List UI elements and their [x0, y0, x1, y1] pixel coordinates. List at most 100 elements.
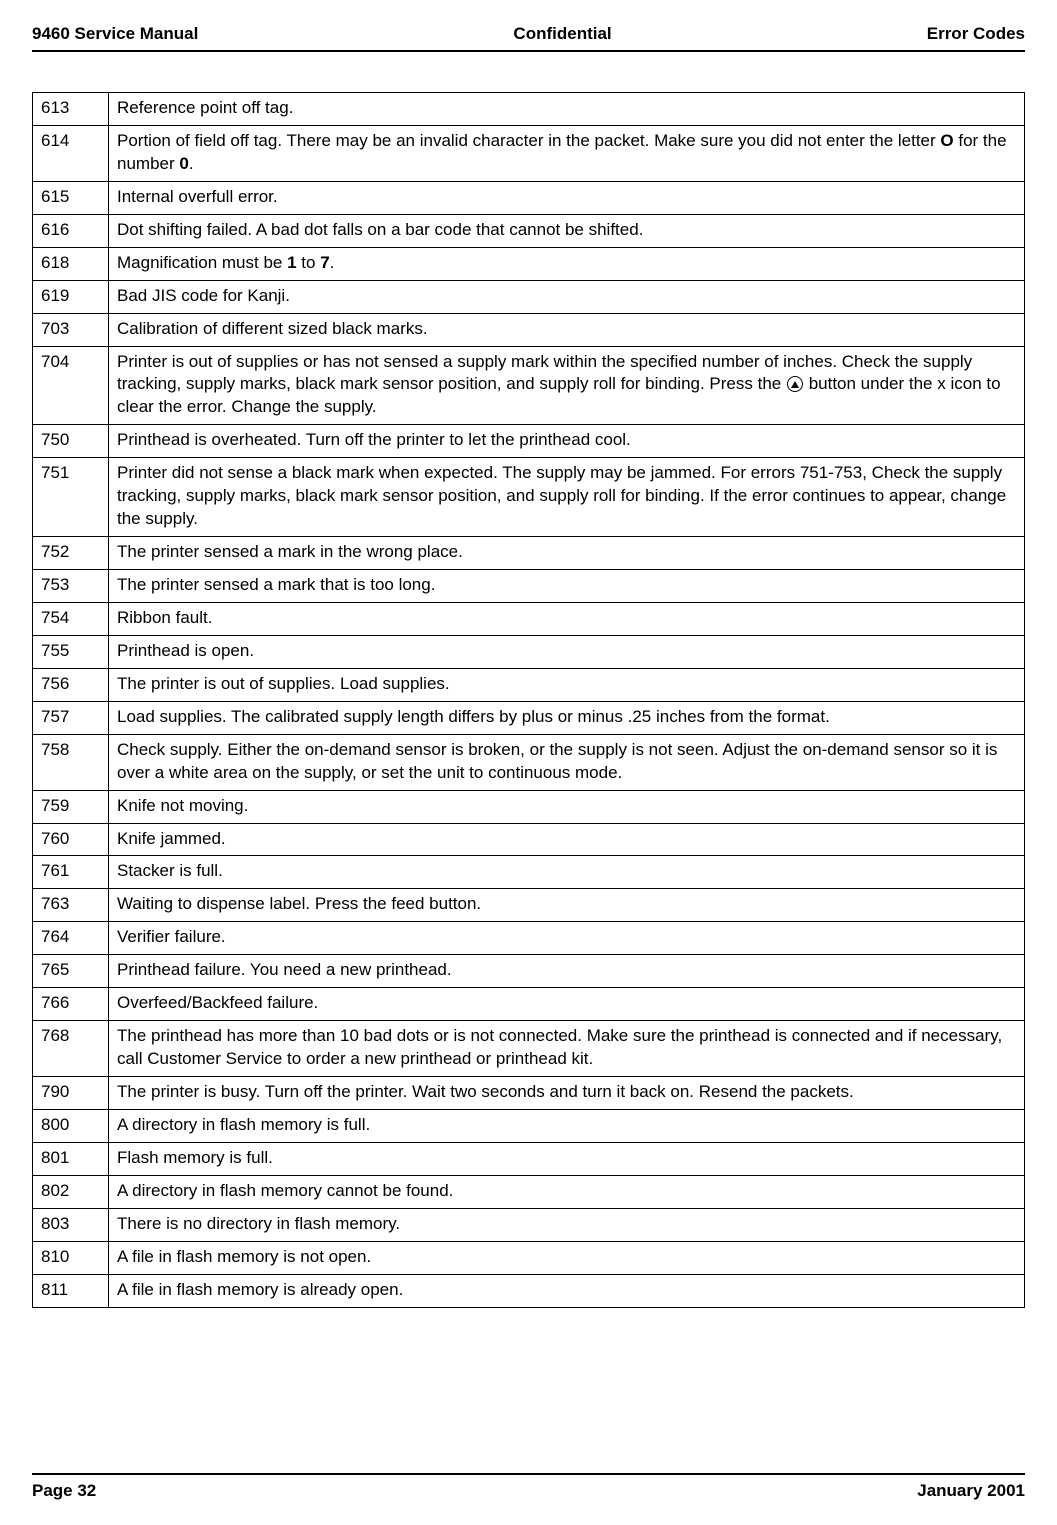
error-code-cell: 810	[33, 1241, 109, 1274]
bold-span: 0	[179, 154, 188, 173]
table-row: 766Overfeed/Backfeed failure.	[33, 988, 1025, 1021]
error-description-cell: A directory in flash memory cannot be fo…	[109, 1175, 1025, 1208]
header-left: 9460 Service Manual	[32, 24, 198, 44]
table-row: 810A file in flash memory is not open.	[33, 1241, 1025, 1274]
error-description-cell: Bad JIS code for Kanji.	[109, 280, 1025, 313]
error-code-cell: 761	[33, 856, 109, 889]
error-description-cell: Dot shifting failed. A bad dot falls on …	[109, 214, 1025, 247]
feed-button-icon	[787, 376, 803, 392]
table-row: 750Printhead is overheated. Turn off the…	[33, 425, 1025, 458]
error-code-cell: 764	[33, 922, 109, 955]
error-code-cell: 763	[33, 889, 109, 922]
error-code-cell: 759	[33, 790, 109, 823]
error-codes-tbody: 613Reference point off tag.614Portion of…	[33, 93, 1025, 1308]
error-code-cell: 616	[33, 214, 109, 247]
table-row: 765Printhead failure. You need a new pri…	[33, 955, 1025, 988]
error-description-cell: Knife jammed.	[109, 823, 1025, 856]
error-codes-table: 613Reference point off tag.614Portion of…	[32, 92, 1025, 1308]
error-code-cell: 760	[33, 823, 109, 856]
error-description-cell: A directory in flash memory is full.	[109, 1109, 1025, 1142]
error-code-cell: 615	[33, 181, 109, 214]
table-row: 615Internal overfull error.	[33, 181, 1025, 214]
error-description-cell: The printhead has more than 10 bad dots …	[109, 1021, 1025, 1077]
table-row: 613Reference point off tag.	[33, 93, 1025, 126]
error-description-cell: Knife not moving.	[109, 790, 1025, 823]
error-code-cell: 754	[33, 602, 109, 635]
table-row: 756The printer is out of supplies. Load …	[33, 668, 1025, 701]
error-code-cell: 751	[33, 458, 109, 537]
error-description-cell: Printhead is overheated. Turn off the pr…	[109, 425, 1025, 458]
error-code-cell: 765	[33, 955, 109, 988]
bold-span: 1	[287, 253, 296, 272]
error-code-cell: 755	[33, 635, 109, 668]
footer-left: Page 32	[32, 1481, 96, 1501]
table-row: 790The printer is busy. Turn off the pri…	[33, 1077, 1025, 1110]
error-description-cell: The printer is out of supplies. Load sup…	[109, 668, 1025, 701]
error-code-cell: 619	[33, 280, 109, 313]
table-row: 759Knife not moving.	[33, 790, 1025, 823]
error-description-cell: Ribbon fault.	[109, 602, 1025, 635]
error-description-cell: Check supply. Either the on-demand senso…	[109, 734, 1025, 790]
error-code-cell: 618	[33, 247, 109, 280]
error-description-cell: A file in flash memory is not open.	[109, 1241, 1025, 1274]
table-row: 757Load supplies. The calibrated supply …	[33, 701, 1025, 734]
error-description-cell: Waiting to dispense label. Press the fee…	[109, 889, 1025, 922]
error-description-cell: Printhead failure. You need a new printh…	[109, 955, 1025, 988]
table-row: 764Verifier failure.	[33, 922, 1025, 955]
error-description-cell: Overfeed/Backfeed failure.	[109, 988, 1025, 1021]
error-description-cell: The printer is busy. Turn off the printe…	[109, 1077, 1025, 1110]
table-row: 811A file in flash memory is already ope…	[33, 1274, 1025, 1307]
error-code-cell: 752	[33, 537, 109, 570]
error-code-cell: 790	[33, 1077, 109, 1110]
error-code-cell: 757	[33, 701, 109, 734]
bold-span: O	[940, 131, 953, 150]
page-header: 9460 Service Manual Confidential Error C…	[32, 24, 1025, 52]
table-row: 703Calibration of different sized black …	[33, 313, 1025, 346]
table-row: 803There is no directory in flash memory…	[33, 1208, 1025, 1241]
table-row: 754Ribbon fault.	[33, 602, 1025, 635]
error-code-cell: 750	[33, 425, 109, 458]
error-description-cell: Load supplies. The calibrated supply len…	[109, 701, 1025, 734]
error-description-cell: Verifier failure.	[109, 922, 1025, 955]
error-description-cell: The printer sensed a mark in the wrong p…	[109, 537, 1025, 570]
table-row: 614Portion of field off tag. There may b…	[33, 125, 1025, 181]
table-row: 616Dot shifting failed. A bad dot falls …	[33, 214, 1025, 247]
error-code-cell: 703	[33, 313, 109, 346]
error-code-cell: 766	[33, 988, 109, 1021]
error-code-cell: 800	[33, 1109, 109, 1142]
error-description-cell: Calibration of different sized black mar…	[109, 313, 1025, 346]
error-description-cell: Printhead is open.	[109, 635, 1025, 668]
header-right: Error Codes	[927, 24, 1025, 44]
header-center: Confidential	[513, 24, 611, 44]
table-row: 760Knife jammed.	[33, 823, 1025, 856]
table-row: 751Printer did not sense a black mark wh…	[33, 458, 1025, 537]
error-code-cell: 613	[33, 93, 109, 126]
error-description-cell: Stacker is full.	[109, 856, 1025, 889]
table-row: 758Check supply. Either the on-demand se…	[33, 734, 1025, 790]
error-code-cell: 704	[33, 346, 109, 425]
error-code-cell: 753	[33, 570, 109, 603]
table-row: 618Magnification must be 1 to 7.	[33, 247, 1025, 280]
table-row: 619Bad JIS code for Kanji.	[33, 280, 1025, 313]
error-description-cell: Printer is out of supplies or has not se…	[109, 346, 1025, 425]
table-row: 763Waiting to dispense label. Press the …	[33, 889, 1025, 922]
error-code-cell: 801	[33, 1142, 109, 1175]
error-description-cell: There is no directory in flash memory.	[109, 1208, 1025, 1241]
table-row: 752The printer sensed a mark in the wron…	[33, 537, 1025, 570]
table-row: 768The printhead has more than 10 bad do…	[33, 1021, 1025, 1077]
error-description-cell: Printer did not sense a black mark when …	[109, 458, 1025, 537]
error-description-cell: Internal overfull error.	[109, 181, 1025, 214]
table-row: 704Printer is out of supplies or has not…	[33, 346, 1025, 425]
error-code-cell: 802	[33, 1175, 109, 1208]
table-row: 761Stacker is full.	[33, 856, 1025, 889]
error-description-cell: A file in flash memory is already open.	[109, 1274, 1025, 1307]
error-code-cell: 811	[33, 1274, 109, 1307]
error-description-cell: Magnification must be 1 to 7.	[109, 247, 1025, 280]
table-row: 801Flash memory is full.	[33, 1142, 1025, 1175]
page: 9460 Service Manual Confidential Error C…	[0, 0, 1057, 1308]
error-description-cell: Reference point off tag.	[109, 93, 1025, 126]
error-description-cell: The printer sensed a mark that is too lo…	[109, 570, 1025, 603]
footer-right: January 2001	[917, 1481, 1025, 1501]
table-row: 755Printhead is open.	[33, 635, 1025, 668]
error-code-cell: 768	[33, 1021, 109, 1077]
